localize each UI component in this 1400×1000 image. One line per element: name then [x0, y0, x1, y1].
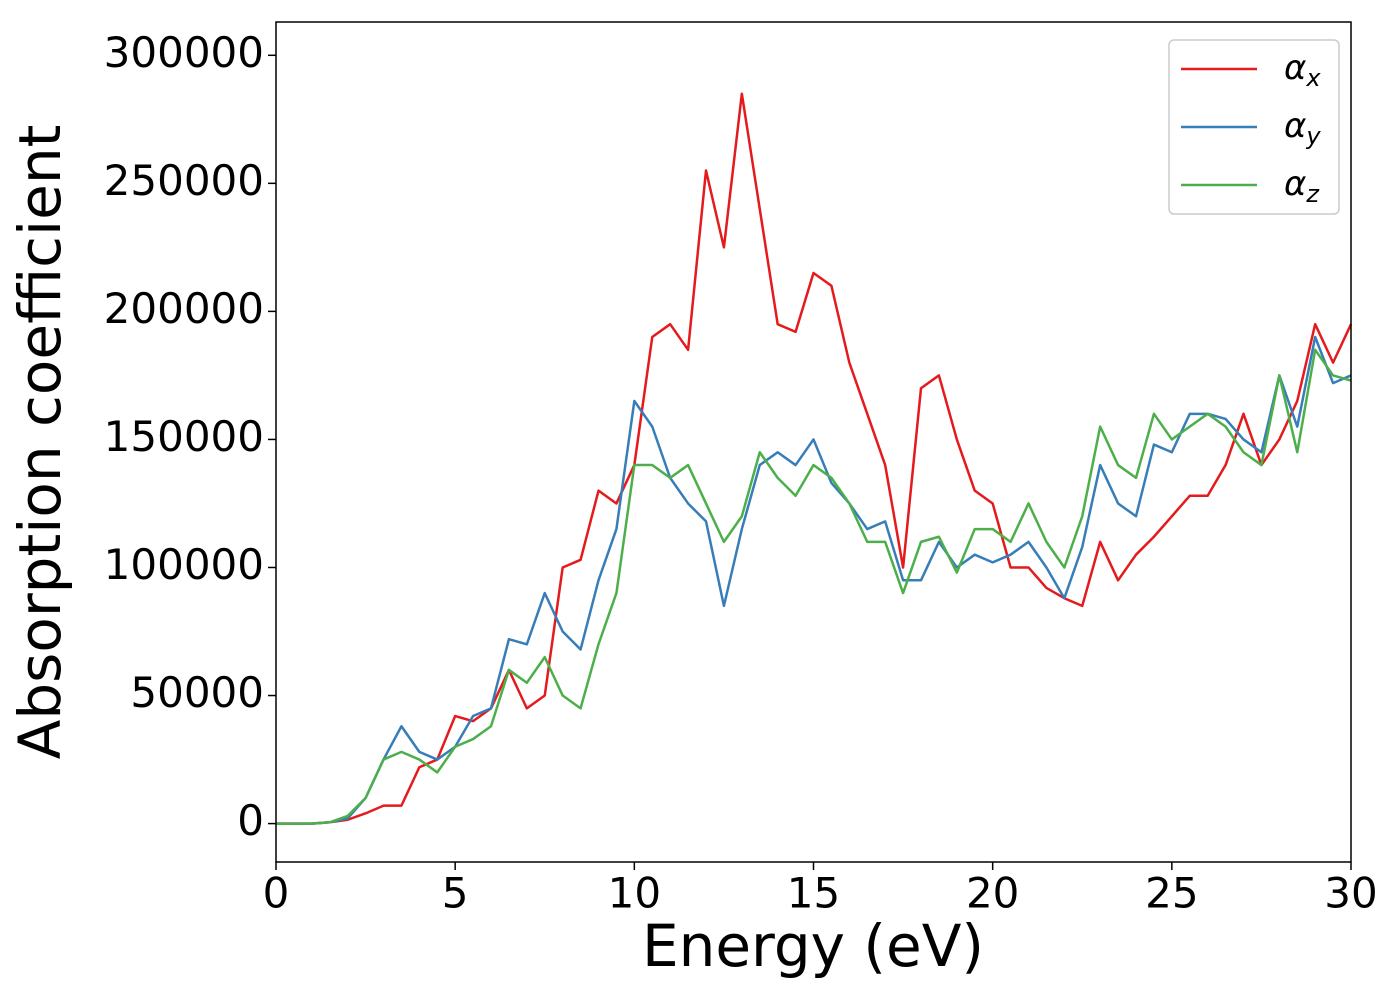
- x-tick-label: 0: [263, 869, 290, 918]
- x-tick-label: 30: [1324, 869, 1377, 918]
- series-line: [276, 348, 1352, 825]
- legend-label: αx: [1284, 48, 1321, 93]
- y-tick-label: 300000: [104, 28, 264, 77]
- y-tick-label: 50000: [130, 668, 264, 717]
- y-tick-label: 200000: [104, 284, 264, 333]
- x-tick-label: 25: [1145, 869, 1198, 918]
- x-tick-label: 5: [442, 869, 469, 918]
- x-tick-label: 15: [787, 869, 840, 918]
- series-line: [276, 335, 1352, 825]
- legend-label: αz: [1284, 164, 1320, 209]
- x-tick-label: 20: [966, 869, 1019, 918]
- x-tick-label: 10: [608, 869, 661, 918]
- series-line: [276, 92, 1353, 825]
- y-tick-label: 250000: [104, 156, 264, 205]
- y-tick-label: 150000: [104, 412, 264, 461]
- legend-label: αy: [1284, 106, 1321, 151]
- y-tick-label: 0: [237, 796, 264, 845]
- x-axis-label: Energy (eV): [642, 912, 984, 980]
- plot-frame: [275, 21, 1352, 863]
- y-tick-label: 100000: [104, 540, 264, 589]
- y-axis-label: Absorption coefficient: [6, 125, 74, 760]
